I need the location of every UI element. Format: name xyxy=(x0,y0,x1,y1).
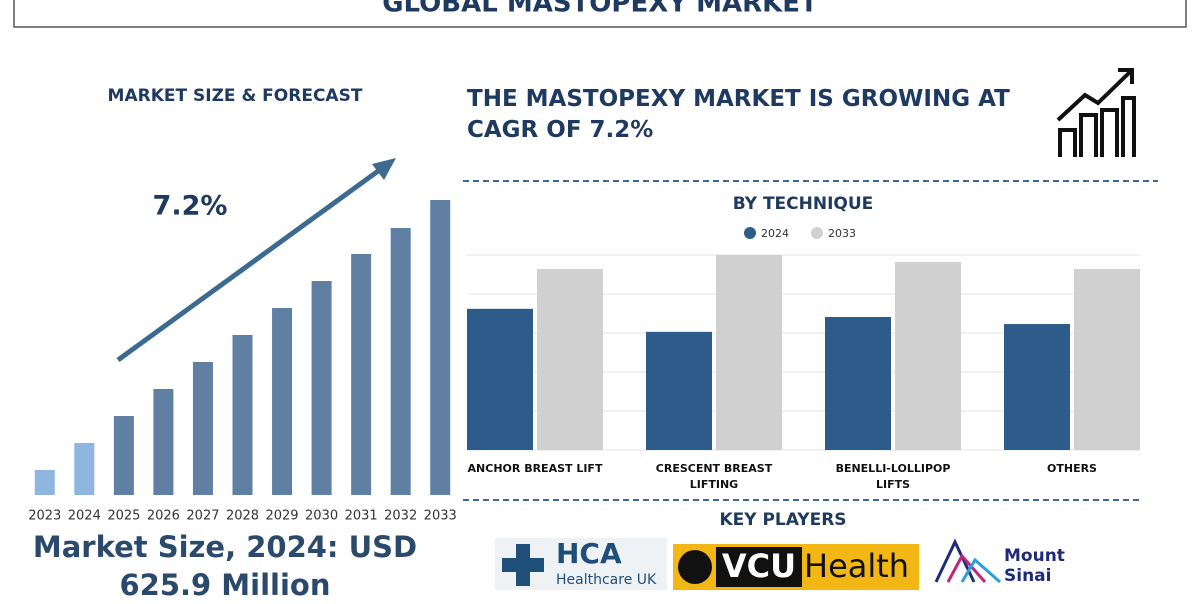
chart-title: MARKET SIZE & FORECAST xyxy=(108,86,363,106)
bar xyxy=(351,254,372,495)
legend-swatch xyxy=(744,227,756,239)
bar xyxy=(467,308,533,450)
key-players-title: KEY PLAYERS xyxy=(719,510,847,530)
x-tick-label: 2028 xyxy=(226,509,259,524)
x-tick-label: 2027 xyxy=(186,509,219,524)
vcu-seal xyxy=(678,550,712,584)
bar xyxy=(646,331,712,450)
x-tick-label: 2025 xyxy=(107,509,140,524)
headline: THE MASTOPEXY MARKET IS GROWING AT CAGR … xyxy=(467,86,1010,143)
growth-arrowhead xyxy=(372,158,396,180)
hca-logo: HCA xyxy=(556,537,622,570)
chart-title: BY TECHNIQUE xyxy=(733,194,874,214)
bar xyxy=(74,443,95,495)
bar xyxy=(34,470,55,495)
bar xyxy=(390,228,411,495)
x-tick-label: 2024 xyxy=(68,509,101,524)
x-tick-label: 2023 xyxy=(28,509,61,524)
sinai-logo: Mount xyxy=(1004,546,1065,566)
bar xyxy=(272,308,293,495)
vcu-logo: VCU xyxy=(722,547,796,585)
bar xyxy=(232,335,253,495)
hca-logo-sub: Healthcare UK xyxy=(556,572,657,588)
x-tick-label: OTHERS xyxy=(1047,462,1097,475)
x-tick-label: 2033 xyxy=(424,509,457,524)
bar xyxy=(311,281,332,495)
growth-icon xyxy=(1056,68,1136,157)
x-tick-label: 2029 xyxy=(265,509,298,524)
x-tick-label: CRESCENT BREAST LIFTING xyxy=(655,462,773,491)
x-tick-label: BENELLI-LOLLIPOP LIFTS xyxy=(835,462,951,491)
bar xyxy=(1004,324,1070,450)
market-size: Market Size, 2024: USD 625.9 Million xyxy=(32,530,418,602)
bar xyxy=(895,262,961,450)
x-tick-label: 2030 xyxy=(305,509,338,524)
vcu-box xyxy=(716,547,802,587)
x-tick-label: 2032 xyxy=(384,509,417,524)
x-tick-label: 2031 xyxy=(345,509,378,524)
sinai-logo: Sinai xyxy=(1004,566,1051,586)
bar xyxy=(537,269,603,450)
x-tick-label: ANCHOR BREAST LIFT xyxy=(467,462,603,475)
page-title: GLOBAL MASTOPEXY MARKET xyxy=(382,0,818,19)
sinai-icon xyxy=(934,538,1001,584)
growth-arrow xyxy=(116,163,387,363)
hca-icon xyxy=(502,544,544,586)
title-box xyxy=(13,0,1187,28)
bar xyxy=(153,389,174,495)
bar xyxy=(825,317,891,450)
legend-swatch xyxy=(811,227,823,239)
legend-label: 2033 xyxy=(828,227,856,240)
x-tick-label: 2026 xyxy=(147,509,180,524)
bar xyxy=(192,362,213,495)
vcu-logo-sub: Health xyxy=(804,547,909,585)
legend-label: 2024 xyxy=(761,227,789,240)
bar xyxy=(113,416,134,495)
annotation: 7.2% xyxy=(153,191,228,222)
bar xyxy=(1074,269,1140,450)
bar xyxy=(716,255,782,450)
bar xyxy=(430,200,451,495)
